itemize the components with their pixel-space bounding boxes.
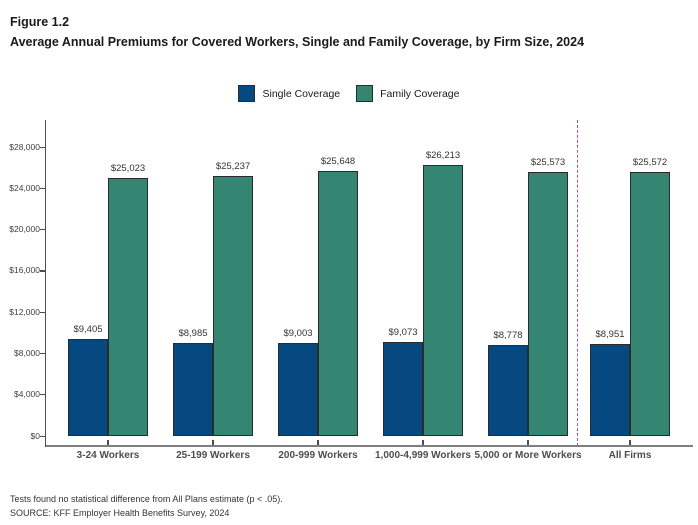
bar-single-0	[68, 339, 108, 436]
bar-value-label: $8,951	[595, 329, 625, 340]
legend-item-0: Single Coverage	[238, 85, 340, 102]
bar-value-label: $25,237	[215, 161, 251, 172]
x-tick-mark	[422, 440, 424, 445]
bar-family-4	[528, 172, 568, 436]
bar-family-0	[108, 178, 148, 436]
bar-value-label: $26,213	[425, 150, 461, 161]
bar-value-label: $25,648	[320, 156, 356, 167]
x-axis-category-label: 25-199 Workers	[176, 450, 250, 461]
x-axis-category-label: All Firms	[608, 450, 652, 461]
y-tick-label: $8,000	[14, 347, 40, 358]
y-tick-mark	[40, 435, 45, 437]
bar-value-label: $9,405	[73, 324, 103, 335]
figure-number: Figure 1.2	[10, 15, 70, 29]
bar-single-5	[590, 344, 630, 436]
x-tick-mark	[212, 440, 214, 445]
chart-legend: Single Coverage Family Coverage	[0, 85, 698, 102]
bar-value-label: $8,778	[493, 330, 523, 341]
y-tick-mark	[40, 352, 45, 355]
x-axis-line	[46, 445, 693, 447]
legend-item-label: Family Coverage	[380, 87, 460, 100]
bar-family-1	[213, 176, 253, 436]
figure-footer: Tests found no statistical difference fr…	[10, 492, 283, 520]
legend-swatch-icon	[238, 85, 256, 102]
y-tick-mark	[40, 311, 45, 313]
y-tick-label: $0	[30, 430, 40, 441]
bar-value-label: $25,573	[530, 157, 566, 168]
bar-value-label: $25,023	[110, 163, 146, 174]
y-tick-mark	[40, 187, 45, 189]
y-tick-label: $28,000	[9, 141, 40, 152]
bar-single-3	[383, 342, 423, 436]
bar-value-label: $8,985	[178, 328, 208, 339]
footnote-statistical: Tests found no statistical difference fr…	[10, 494, 283, 504]
y-tick-label: $4,000	[14, 389, 40, 400]
bar-family-5	[630, 172, 670, 436]
y-tick-mark	[40, 394, 45, 396]
footnote-source: SOURCE: KFF Employer Health Benefits Sur…	[10, 508, 230, 518]
y-tick-label: $20,000	[9, 224, 40, 235]
legend-item-1: Family Coverage	[356, 85, 460, 102]
x-tick-mark	[317, 440, 319, 445]
bar-family-2	[318, 171, 358, 436]
x-tick-mark	[527, 440, 529, 445]
bar-value-label: $9,073	[388, 327, 418, 338]
bar-value-label: $25,572	[632, 157, 668, 168]
x-axis-category-label: 3-24 Workers	[76, 450, 140, 461]
x-axis-category-label: 200-999 Workers	[278, 450, 358, 461]
x-tick-mark	[629, 440, 631, 445]
y-tick-label: $16,000	[9, 265, 40, 276]
y-tick-label: $12,000	[9, 306, 40, 317]
y-axis-line	[44, 120, 46, 447]
figure-title: Average Annual Premiums for Covered Work…	[10, 34, 585, 49]
figure-header: Figure 1.2 Average Annual Premiums for C…	[10, 13, 660, 52]
x-axis-category-label: 5,000 or More Workers	[474, 450, 582, 461]
y-tick-mark	[40, 270, 45, 272]
x-tick-mark	[107, 440, 109, 445]
bar-value-label: $9,003	[283, 328, 313, 339]
x-axis-category-label: 1,000-4,999 Workers	[375, 450, 471, 461]
legend-item-label: Single Coverage	[262, 87, 341, 100]
bar-single-1	[173, 343, 213, 436]
bar-single-2	[278, 343, 318, 436]
all-firms-separator-line	[577, 120, 578, 446]
y-tick-mark	[40, 229, 45, 231]
bar-single-4	[488, 345, 528, 436]
bar-family-3	[423, 165, 463, 436]
y-tick-label: $24,000	[9, 182, 40, 193]
legend-swatch-icon	[356, 85, 374, 102]
y-tick-mark	[40, 146, 45, 148]
